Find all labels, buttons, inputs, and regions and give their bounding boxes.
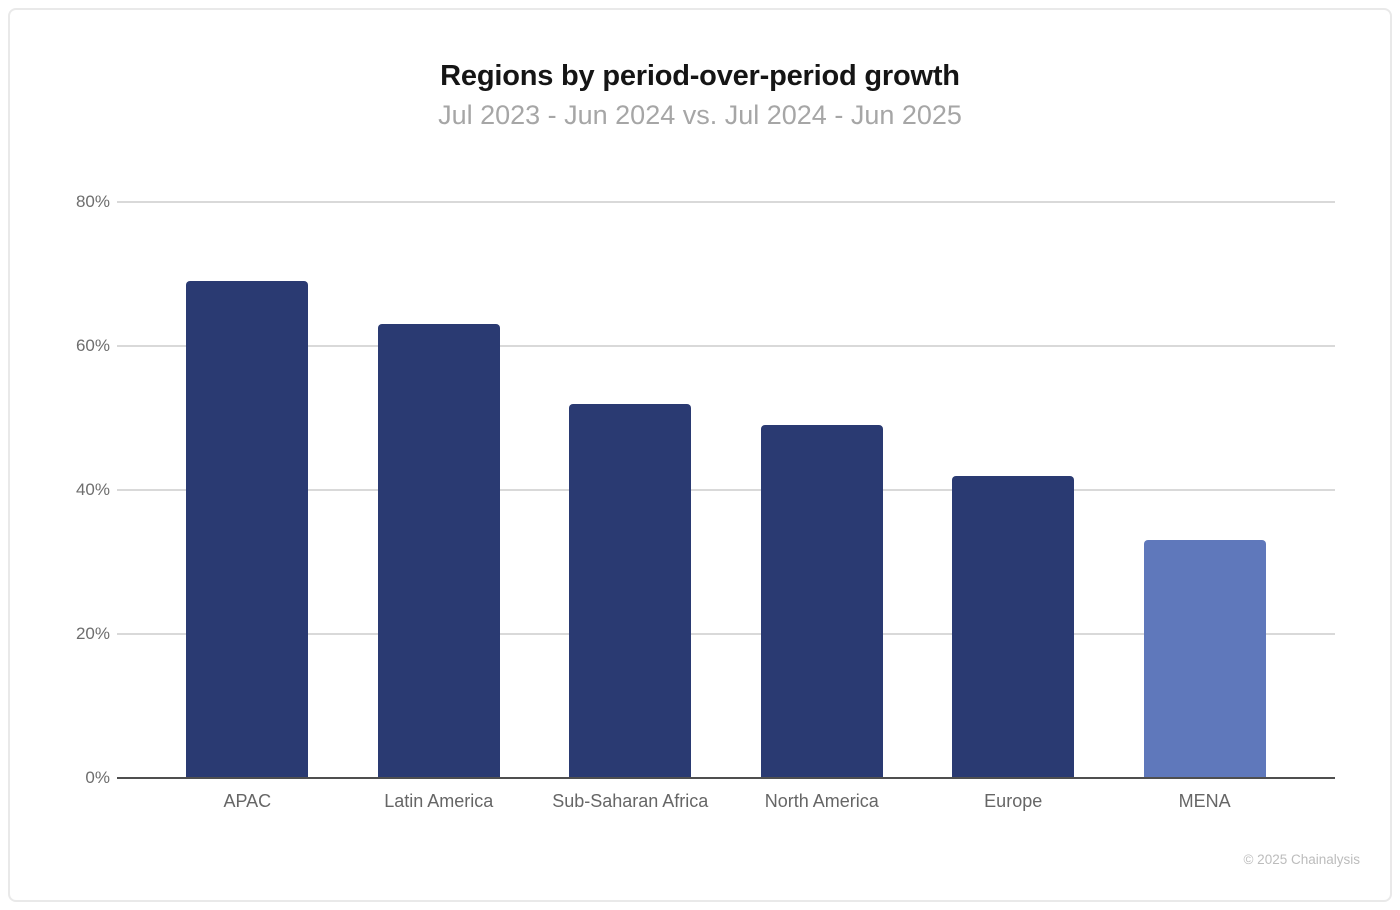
bar-latin-america [377,324,500,778]
gridline-20 [117,633,1335,635]
y-tick-label-60: 60% [75,336,110,355]
x-tick-label-apac: APAC [223,791,272,811]
plot-area: APAC Latin America Sub-Saharan Africa North… [117,201,1335,811]
y-tick-label-80: 80% [75,192,110,211]
chart-subtitle: Jul 2023 - Jun 2024 vs. Jul 2024 - Jun 2… [438,100,962,130]
copyright-text: © 2025 Chainalysis [1243,852,1360,867]
x-tick-label-europe: Europe [984,791,1043,811]
bar-mena [1143,540,1266,778]
bar-europe [952,475,1075,778]
bar-sub-saharan-africa [569,403,692,778]
x-tick-label-sub-saharan-africa: Sub-Saharan Africa [552,791,709,811]
y-tick-label-0: 0% [85,768,110,787]
bar-north-america [760,425,883,778]
gridline-80 [117,201,1335,203]
x-tick-label-latin-america: Latin America [384,791,494,811]
gridline-60 [117,345,1335,347]
x-axis-line [117,777,1335,779]
chart-title: Regions by period-over-period growth [440,60,960,92]
y-tick-label-20: 20% [75,624,110,643]
x-tick-label-north-america: North America [764,791,879,811]
gridline-40 [117,489,1335,491]
y-tick-label-40: 40% [75,480,110,499]
x-tick-label-mena: MENA [1178,791,1231,811]
bar-apac [186,281,309,778]
y-axis: 0% 20% 40% 60% 80% [0,192,110,787]
